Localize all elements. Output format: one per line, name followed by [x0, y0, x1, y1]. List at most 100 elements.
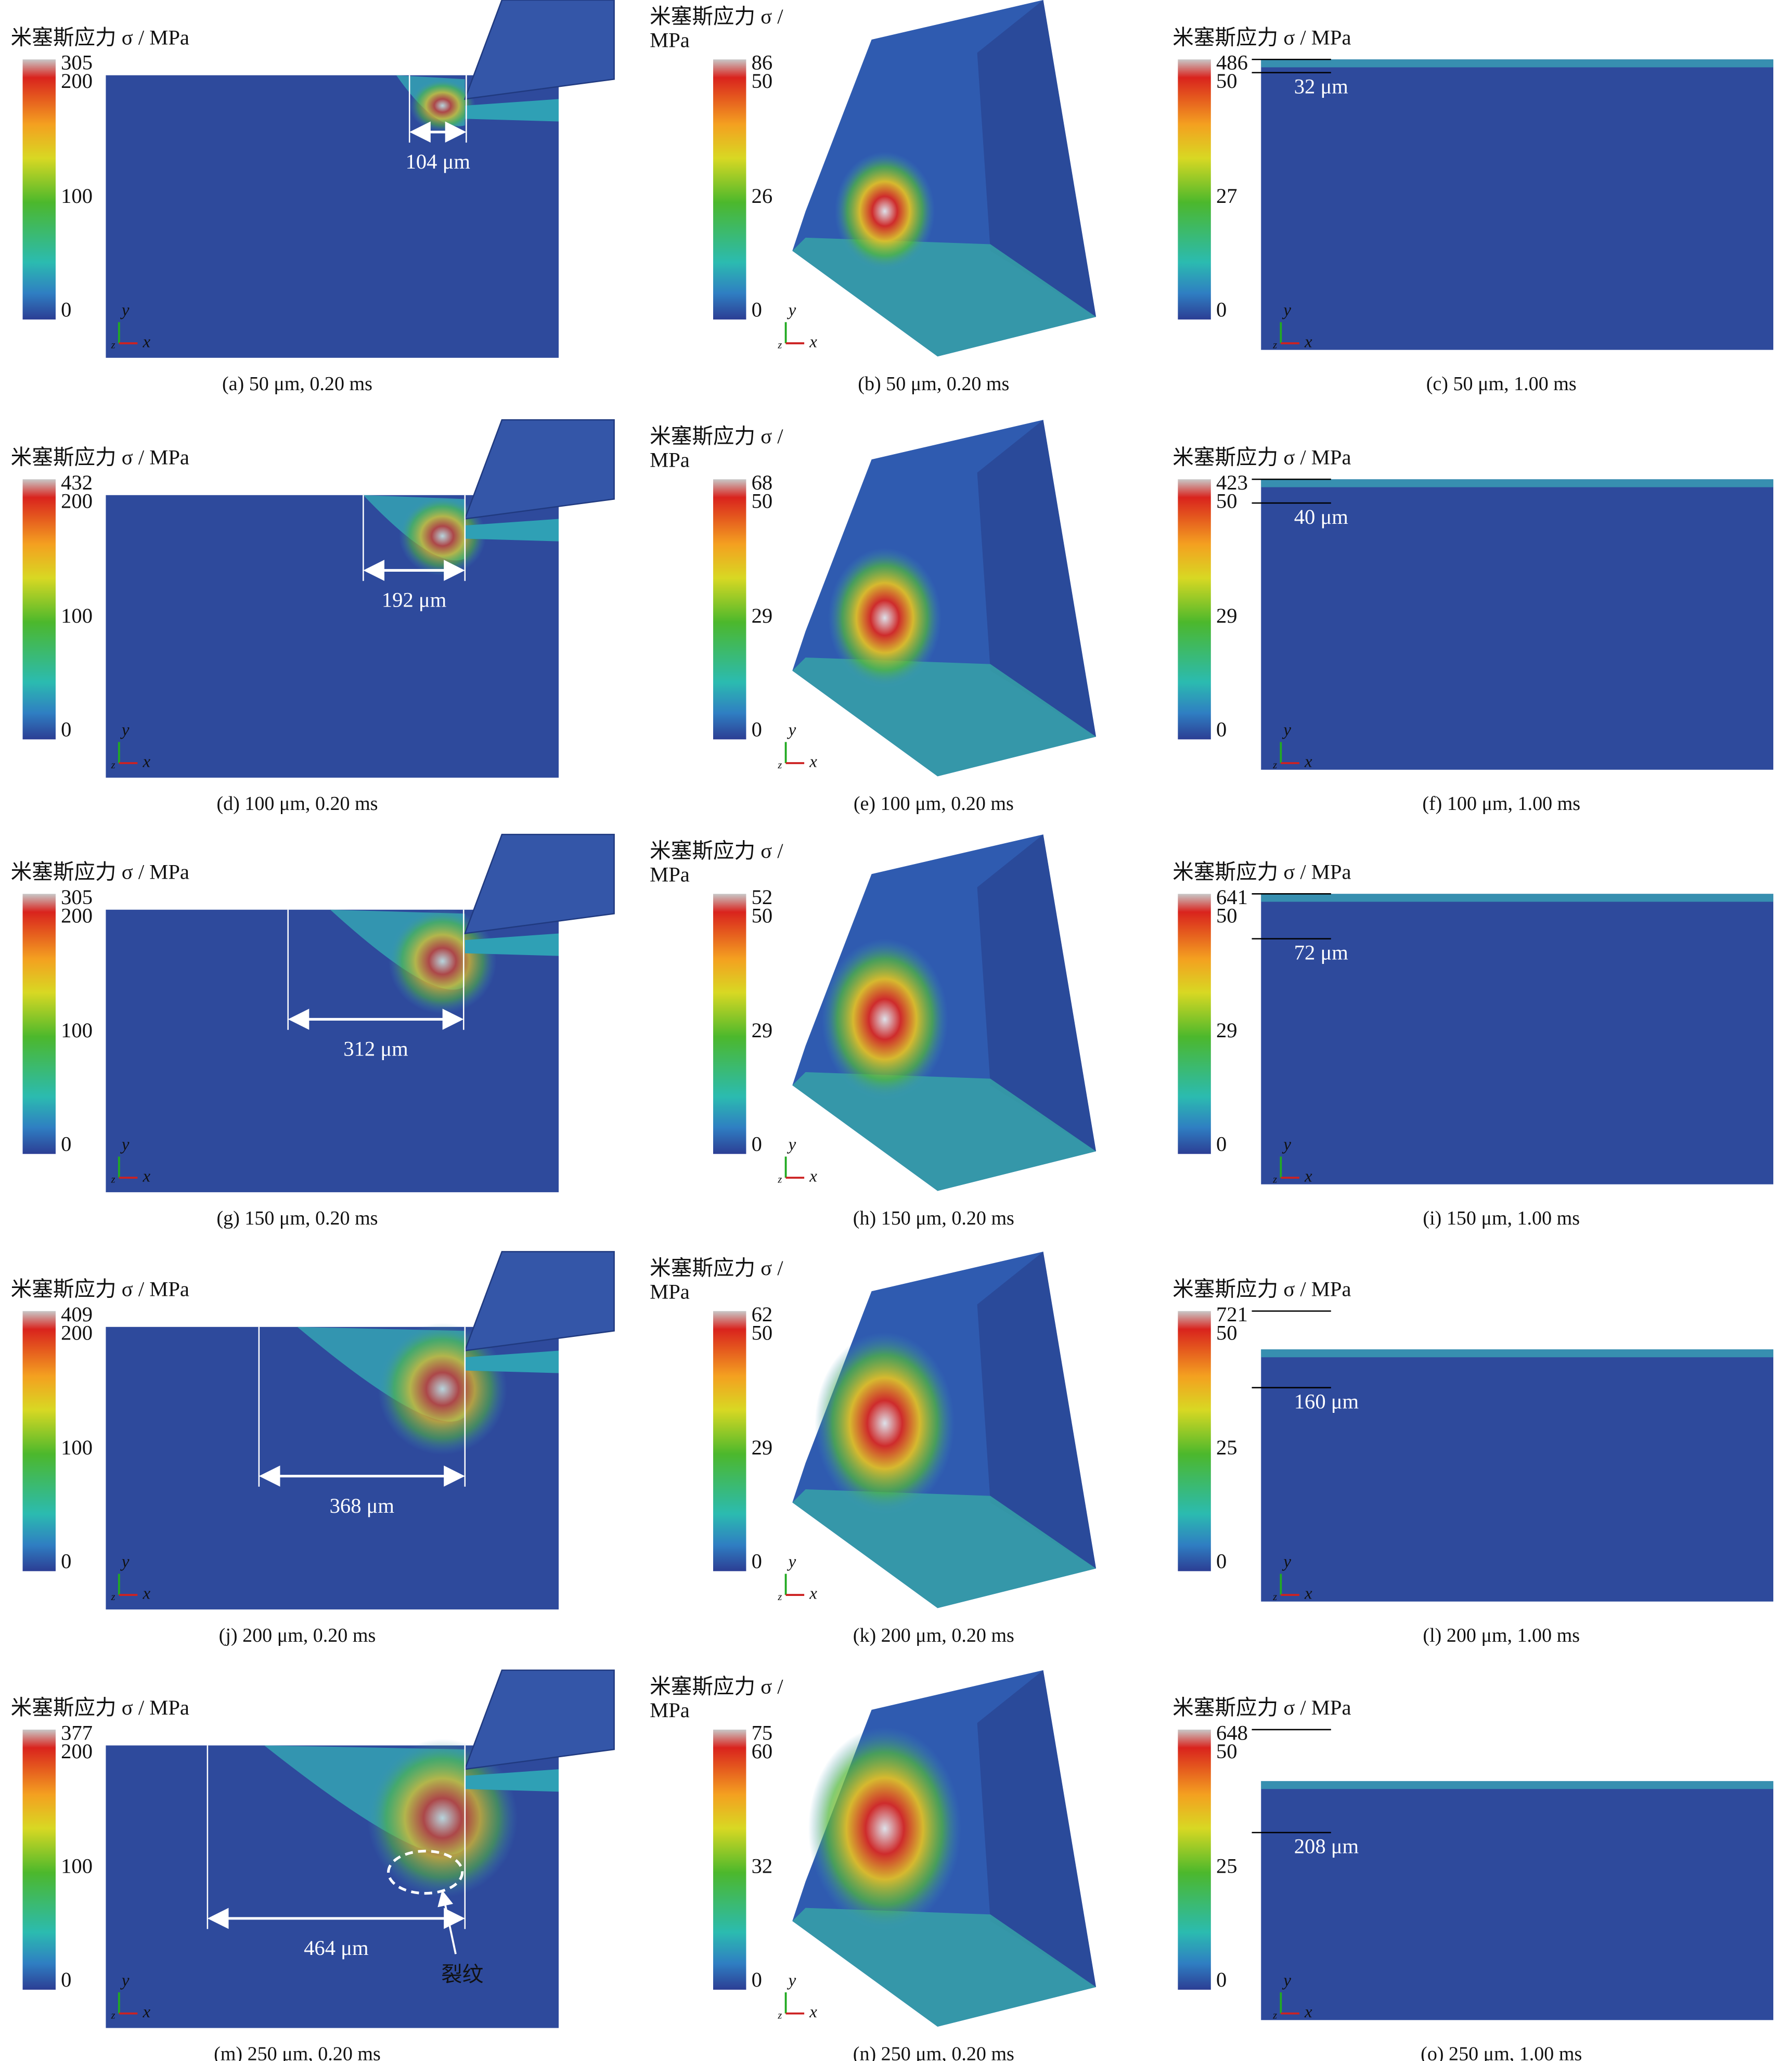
colorbar-label: 86	[752, 51, 773, 74]
surface-layer	[1261, 1349, 1774, 1358]
axis-label: y	[120, 1136, 130, 1154]
axis-label: y	[120, 1971, 130, 1990]
colorbar-label: 100	[61, 604, 93, 627]
axis-label: y	[1282, 1136, 1291, 1154]
colorbar-label: 721	[1216, 1303, 1248, 1326]
chip-band	[465, 99, 559, 122]
colorbar-label: 200	[61, 904, 93, 927]
axis-label: x	[143, 332, 151, 351]
chip-band	[465, 1350, 559, 1373]
colorbar-label: 0	[752, 1132, 762, 1155]
axis-label: x	[1304, 2003, 1312, 2021]
dimension-label: 192 μm	[382, 588, 446, 612]
legend-title: 米塞斯应力 σ / MPa	[1172, 1696, 1351, 1719]
tool	[463, 1251, 615, 1352]
axis-label: x	[143, 753, 151, 771]
tool-face	[977, 420, 1097, 737]
colorbar-label: 29	[752, 1019, 773, 1042]
axis-label: x	[143, 2003, 151, 2021]
surface-block	[1261, 1349, 1774, 1602]
colorbar-label: 50	[752, 1321, 773, 1344]
hotspot	[834, 151, 935, 271]
axis-label: x	[1304, 1167, 1312, 1186]
axis-label: z	[777, 340, 782, 351]
colorbar	[1178, 59, 1211, 320]
tool-rake	[792, 1908, 1097, 2027]
workpiece	[106, 75, 559, 358]
colorbar-label: 432	[61, 471, 93, 494]
colorbar-label: 29	[752, 1436, 773, 1459]
crack-ring	[387, 1849, 464, 1895]
surface-block	[1261, 894, 1774, 1184]
legend-title: 米塞斯应力 σ / MPa	[11, 25, 189, 49]
colorbar-label: 0	[1216, 717, 1227, 741]
colorbar-label: 0	[61, 1549, 71, 1573]
legend-title: 米塞斯应力 σ /	[650, 5, 783, 28]
colorbar-label: 0	[1216, 298, 1227, 321]
tool-face	[977, 1670, 1097, 1987]
legend-title: 米塞斯应力 σ / MPa	[1172, 860, 1351, 884]
dimension-label: 104 μm	[406, 150, 470, 173]
caption: (f) 100 μm, 1.00 ms	[1422, 793, 1580, 815]
legend-title: 米塞斯应力 σ / MPa	[1172, 25, 1351, 49]
colorbar	[713, 894, 746, 1154]
colorbar-label: 50	[1216, 1321, 1237, 1344]
legend-title: 米塞斯应力 σ / MPa	[11, 1278, 189, 1301]
colorbar-label: 0	[752, 1549, 762, 1573]
colorbar-label: 50	[1216, 489, 1237, 512]
colorbar-label: 50	[752, 69, 773, 93]
colorbar-label: 29	[1216, 604, 1237, 627]
colorbar-label: 305	[61, 885, 93, 909]
axis-label: x	[1304, 332, 1312, 351]
axis-label: y	[120, 721, 130, 740]
colorbar	[22, 479, 56, 740]
axis-label: y	[787, 301, 796, 320]
caption: (h) 150 μm, 0.20 ms	[853, 1207, 1014, 1229]
colorbar	[713, 1729, 746, 1990]
tool-rake	[792, 1072, 1097, 1191]
surface-block	[1261, 59, 1774, 350]
axis-label: y	[787, 721, 796, 740]
colorbar-label: 423	[1216, 471, 1248, 494]
colorbar-label: 100	[61, 1436, 93, 1459]
colorbar-label: 409	[61, 1303, 93, 1326]
axis-label: x	[143, 1585, 151, 1603]
colorbar	[22, 894, 56, 1154]
colorbar-label: 50	[752, 904, 773, 927]
surface-block	[1261, 1781, 1774, 2020]
legend-title: MPa	[650, 1280, 690, 1304]
colorbar-label: 100	[61, 1019, 93, 1042]
axis-label: x	[1304, 1585, 1312, 1603]
tool	[463, 833, 615, 934]
stress-hot	[388, 908, 497, 1014]
colorbar-label: 29	[752, 604, 773, 627]
axis-label: z	[1272, 759, 1277, 771]
colorbar-label: 50	[1216, 904, 1237, 927]
axis-label: z	[777, 759, 782, 771]
dimension-label: 32 μm	[1294, 74, 1348, 98]
caption: (o) 250 μm, 1.00 ms	[1421, 2043, 1582, 2061]
colorbar	[22, 1729, 56, 1990]
colorbar-label: 25	[1216, 1854, 1237, 1878]
tool-rake	[792, 657, 1097, 777]
chip-band	[465, 1769, 559, 1792]
colorbar-label: 25	[1216, 1436, 1237, 1459]
tool-face	[977, 834, 1097, 1152]
axis-label: x	[809, 2003, 817, 2021]
dimension-label: 464 μm	[304, 1936, 368, 1960]
hotspot	[828, 548, 942, 688]
hotspot	[815, 1332, 955, 1515]
surface-layer	[1261, 1781, 1774, 1789]
colorbar-label: 0	[61, 1968, 71, 1991]
surface-layer	[1261, 59, 1774, 68]
colorbar	[1178, 894, 1211, 1154]
tool	[463, 1669, 615, 1770]
colorbar-label: 27	[1216, 184, 1237, 208]
colorbar-label: 100	[61, 1854, 93, 1878]
colorbar	[22, 1311, 56, 1571]
